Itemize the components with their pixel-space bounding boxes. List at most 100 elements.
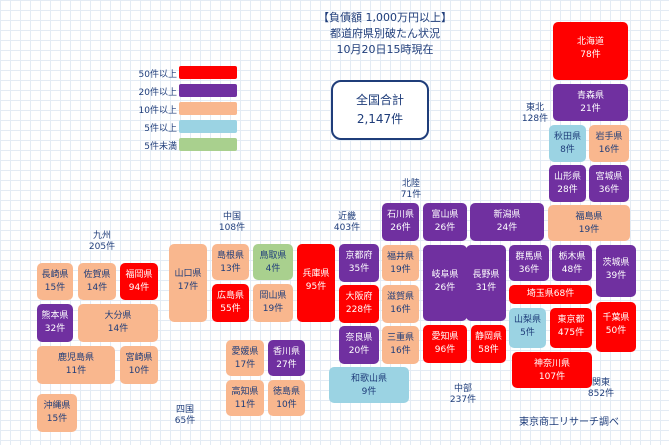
region-name: 四国 <box>175 405 194 415</box>
pref-name: 新潟県 <box>493 210 521 220</box>
pref-name: 山梨県 <box>513 315 541 325</box>
legend-label: 10件以上 <box>138 106 177 116</box>
pref-name: 徳島県 <box>272 387 300 397</box>
pref-count: 11件 <box>65 366 87 376</box>
legend-swatch-purple <box>179 84 237 97</box>
pref-count: 21件 <box>580 104 601 114</box>
pref-name: 岩手県 <box>595 132 623 142</box>
pref-count: 10件 <box>276 400 297 410</box>
pref-count: 13件 <box>220 264 241 274</box>
pref-count: 36件 <box>598 185 620 195</box>
pref-name: 富山県 <box>431 210 459 220</box>
region-count: 128件 <box>521 114 549 124</box>
region-count: 108件 <box>218 223 246 233</box>
pref-okinawa: 沖縄県 15件 <box>37 394 77 432</box>
pref-count: 19件 <box>390 265 411 275</box>
pref-name: 鹿児島県 <box>57 353 94 363</box>
pref-shizuoka: 静岡県 58件 <box>471 325 506 363</box>
region-count: 852件 <box>587 389 615 399</box>
pref-name-text: 埼玉県 <box>526 289 554 299</box>
pref-aomori: 青森県 21件 <box>553 84 628 121</box>
pref-count: 11件 <box>234 400 256 410</box>
pref-count: 48件 <box>561 265 583 275</box>
pref-nagano: 長野県 31件 <box>466 245 506 321</box>
pref-name: 群馬県 <box>515 252 543 262</box>
region-label-hokuriku: 北陸 71件 <box>389 179 433 201</box>
pref-fukushima: 福島県 19件 <box>548 205 630 241</box>
pref-count: 8件 <box>560 145 575 155</box>
pref-count: 27件 <box>276 360 297 370</box>
pref-hiroshima: 広島県 55件 <box>212 284 249 322</box>
pref-name: 北海道 <box>576 37 604 47</box>
region-name: 関東 <box>591 378 610 388</box>
pref-name: 佐賀県 <box>83 270 111 280</box>
legend-label: 5件未満 <box>144 142 177 152</box>
pref-yamaguchi: 山口県 17件 <box>169 244 207 322</box>
pref-name: 沖縄県 <box>43 401 71 411</box>
pref-count: 16件 <box>390 305 411 315</box>
pref-iwate: 岩手県 16件 <box>589 125 629 162</box>
region-name: 九州 <box>92 231 111 241</box>
pref-kochi: 高知県 11件 <box>226 380 264 416</box>
region-name: 東北 <box>525 103 544 113</box>
pref-count: 107件 <box>538 372 566 382</box>
pref-kagoshima: 鹿児島県 11件 <box>37 346 115 384</box>
pref-count: 26件 <box>434 283 456 293</box>
pref-hokkaido: 北海道 78件 <box>553 22 628 80</box>
pref-count: 17件 <box>234 360 256 370</box>
legend-label: 50件以上 <box>138 70 177 80</box>
legend-label: 5件以上 <box>144 124 177 134</box>
pref-shiga: 滋賀県 16件 <box>382 285 419 323</box>
pref-miyazaki: 宮崎県 10件 <box>120 346 158 384</box>
pref-tottori: 鳥取県 4件 <box>253 244 293 280</box>
pref-wakayama: 和歌山県 9件 <box>329 367 409 403</box>
pref-count: 228件 <box>345 305 373 315</box>
pref-okayama: 岡山県 19件 <box>253 284 293 322</box>
region-label-chugoku: 中国 108件 <box>210 212 254 234</box>
pref-yamanashi: 山梨県 5件 <box>509 308 546 348</box>
pref-count: 32件 <box>44 324 66 334</box>
region-count: 237件 <box>449 395 477 405</box>
legend-swatch-orange <box>179 102 237 115</box>
pref-count: 58件 <box>478 345 499 355</box>
pref-ishikawa: 石川県 26件 <box>382 203 419 241</box>
pref-count: 50件 <box>605 326 627 336</box>
pref-count: 14件 <box>86 283 108 293</box>
pref-yamagata: 山形県 28件 <box>549 165 586 202</box>
pref-count: 10件 <box>128 366 150 376</box>
pref-name: 岐阜県 <box>431 270 459 280</box>
region-label-tohoku: 東北 128件 <box>510 103 560 125</box>
pref-name: 神奈川県 <box>533 359 570 369</box>
pref-name: 東京都 <box>557 315 585 325</box>
pref-count: 26件 <box>434 223 456 233</box>
pref-name: 青森県 <box>576 91 604 101</box>
title-line-2: 都道府県別破たん状況 <box>330 27 440 40</box>
title-line-1: 【負債額 1,000万円以上】 <box>318 11 452 24</box>
pref-kanagawa: 神奈川県 107件 <box>512 352 592 388</box>
region-count: 403件 <box>333 223 361 233</box>
pref-name: 福岡県 <box>125 270 153 280</box>
map-title: 【負債額 1,000万円以上】 都道府県別破たん状況 10月20日15時現在 <box>290 10 480 58</box>
pref-name: 長崎県 <box>41 270 69 280</box>
pref-name: 愛知県 <box>431 332 459 342</box>
pref-name: 茨城県 <box>602 258 630 268</box>
legend-swatch-red <box>179 66 237 79</box>
pref-count: 96件 <box>434 345 456 355</box>
region-label-kyushu: 九州 205件 <box>80 231 124 253</box>
pref-tokyo: 東京都 475件 <box>550 308 592 348</box>
pref-count: 94件 <box>128 283 150 293</box>
pref-count: 35件 <box>348 264 370 274</box>
national-total-box: 全国合計 2,147件 <box>331 80 429 140</box>
pref-name: 愛媛県 <box>231 347 259 357</box>
pref-shimane: 島根県 13件 <box>212 244 249 280</box>
pref-count: 16件 <box>390 346 411 356</box>
legend-swatch-blue <box>179 120 237 133</box>
pref-name: 長野県 <box>472 270 500 280</box>
region-label-kanto: 関東 852件 <box>576 378 626 400</box>
pref-count: 15件 <box>46 414 68 424</box>
pref-mie: 三重県 16件 <box>382 326 419 364</box>
pref-name: 千葉県 <box>602 313 630 323</box>
pref-oita: 大分県 14件 <box>78 304 158 342</box>
pref-name: 山形県 <box>553 172 581 182</box>
pref-count: 55件 <box>220 304 241 314</box>
